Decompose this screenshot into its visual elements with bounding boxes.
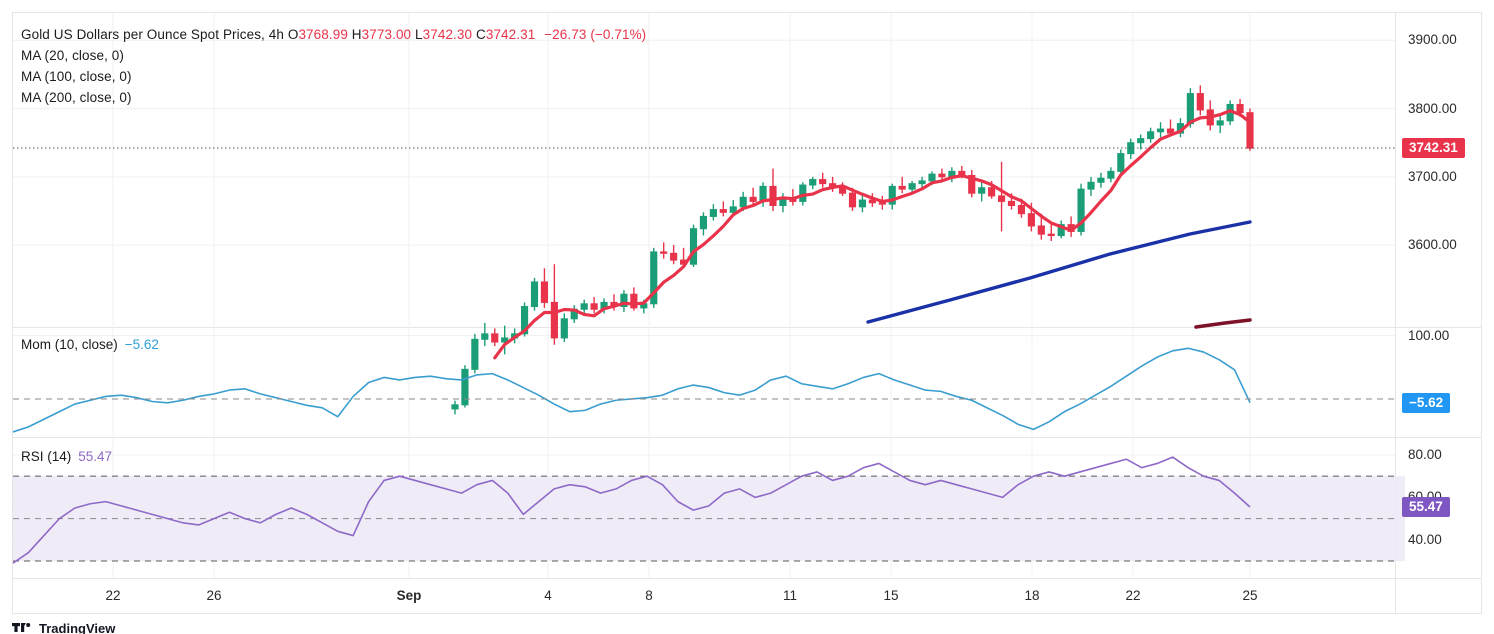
last-price-badge[interactable]: 3742.31 bbox=[1402, 137, 1465, 158]
time-axis-tick-22: 22 bbox=[105, 588, 121, 603]
legend-close-label: C bbox=[475, 27, 486, 42]
price-axis-tick-3900.00: 3900.00 bbox=[1408, 32, 1457, 48]
pane-separator-mom bbox=[12, 327, 1482, 328]
legend-high-value: 3773.00 bbox=[361, 27, 412, 42]
legend-change-value: −26.73 (−0.71%) bbox=[544, 27, 647, 42]
legend-ma200[interactable]: MA (200, close, 0) bbox=[21, 90, 132, 105]
legend-open-value: 3768.99 bbox=[298, 27, 348, 42]
price-axis-separator bbox=[1395, 12, 1396, 614]
pane-separator-rsi bbox=[12, 437, 1482, 438]
rsi-value-badge[interactable]: 55.47 bbox=[1402, 497, 1450, 517]
legend-rsi-label: RSI (14) bbox=[21, 449, 72, 464]
chart-legend[interactable]: Gold US Dollars per Ounce Spot Prices, 4… bbox=[21, 24, 646, 108]
time-axis-tick-11: 11 bbox=[782, 588, 798, 603]
legend-momentum-value: −5.62 bbox=[124, 337, 159, 352]
tradingview-wordmark: TradingView bbox=[39, 620, 116, 634]
time-axis-tick-25: 25 bbox=[1242, 588, 1258, 603]
legend-low-label: L bbox=[415, 27, 423, 42]
time-axis-tick-22: 22 bbox=[1125, 588, 1141, 603]
time-axis-tick-15: 15 bbox=[883, 588, 899, 603]
time-axis-tick-Sep: Sep bbox=[396, 588, 422, 603]
legend-symbol: Gold US Dollars per Ounce Spot Prices, 4… bbox=[21, 27, 284, 42]
legend-ma100[interactable]: MA (100, close, 0) bbox=[21, 69, 132, 84]
time-axis-tick-8: 8 bbox=[645, 588, 653, 603]
legend-rsi-value: 55.47 bbox=[78, 449, 113, 464]
tradingview-mark-icon bbox=[12, 620, 34, 634]
legend-low-value: 3742.30 bbox=[422, 27, 473, 42]
legend-high-label: H bbox=[351, 27, 362, 42]
time-axis-tick-4: 4 bbox=[544, 588, 552, 603]
legend-symbol-row[interactable]: Gold US Dollars per Ounce Spot Prices, 4… bbox=[21, 24, 646, 45]
rsi-axis-tick-80.00: 80.00 bbox=[1408, 446, 1442, 462]
rsi-axis-tick-40.00: 40.00 bbox=[1408, 531, 1442, 547]
price-axis-tick-3700.00: 3700.00 bbox=[1408, 168, 1457, 184]
pane-separator-time-axis bbox=[12, 578, 1482, 579]
price-axis-tick-3600.00: 3600.00 bbox=[1408, 237, 1457, 253]
legend-rsi[interactable]: RSI (14) 55.47 bbox=[21, 449, 112, 464]
tradingview-logo[interactable]: TradingView bbox=[12, 620, 115, 634]
momentum-value-badge[interactable]: −5.62 bbox=[1402, 392, 1451, 413]
legend-open-label: O bbox=[287, 27, 299, 42]
legend-momentum-label: Mom (10, close) bbox=[21, 337, 118, 352]
time-axis-tick-18: 18 bbox=[1024, 588, 1040, 603]
time-axis-tick-26: 26 bbox=[206, 588, 222, 603]
legend-ma20[interactable]: MA (20, close, 0) bbox=[21, 48, 124, 63]
momentum-axis-tick-100: 100.00 bbox=[1408, 327, 1450, 343]
legend-close-value: 3742.31 bbox=[485, 27, 536, 42]
price-axis-tick-3800.00: 3800.00 bbox=[1408, 100, 1457, 116]
legend-momentum[interactable]: Mom (10, close) −5.62 bbox=[21, 337, 159, 352]
